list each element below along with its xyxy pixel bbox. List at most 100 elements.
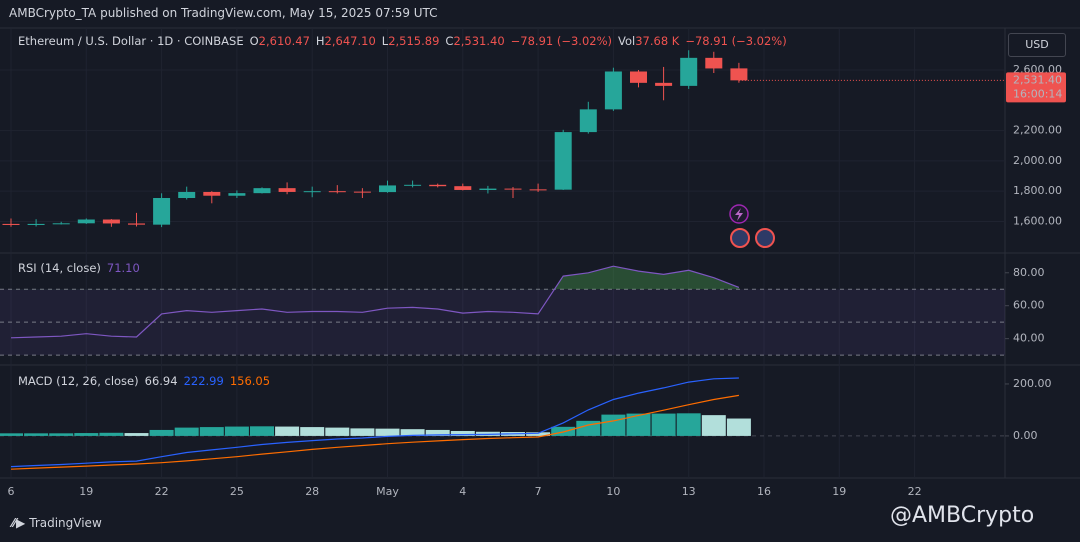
x-tick-label: 4 xyxy=(459,485,466,498)
ohlc-value: 2,647.10 xyxy=(324,34,376,48)
event-icon xyxy=(735,208,743,221)
watermark: @AMBCrypto xyxy=(890,503,1035,528)
candle-body xyxy=(303,191,321,193)
brand-text: TradingView xyxy=(29,516,102,530)
candle-body xyxy=(228,193,246,196)
candle-body xyxy=(203,191,221,196)
macd-title: MACD (12, 26, close) xyxy=(18,374,139,388)
candle-body xyxy=(579,109,597,133)
histogram-bar xyxy=(325,427,350,436)
candle-body xyxy=(454,186,472,190)
x-tick-label: 22 xyxy=(908,485,922,498)
ohlc-key: H xyxy=(315,34,325,48)
ohlc-value: 2,531.40 xyxy=(453,34,505,48)
histogram-bar xyxy=(0,433,23,436)
histogram-bar xyxy=(626,413,651,436)
histogram-bar xyxy=(124,433,149,436)
signal-value: 156.05 xyxy=(229,374,271,388)
event-icons xyxy=(729,204,775,248)
y-tick-label: 80.00 xyxy=(1013,266,1045,279)
histogram-bar xyxy=(651,413,676,436)
rsi-title: RSI (14, close) xyxy=(18,261,101,275)
candle-body xyxy=(128,223,145,225)
macd-legend: MACD (12, 26, close) 66.94 222.99 156.05 xyxy=(18,374,276,388)
x-tick-label: 22 xyxy=(155,485,169,498)
panes xyxy=(0,27,1080,479)
y-tick-label: 200.00 xyxy=(1013,377,1052,390)
histogram-bar xyxy=(726,418,751,436)
candle-body xyxy=(554,132,572,190)
currency-button[interactable]: USD xyxy=(1008,33,1066,57)
histogram-bar xyxy=(551,426,576,436)
histogram-bar xyxy=(701,415,726,436)
y-tick-label: 40.00 xyxy=(1013,332,1045,345)
histogram-bar xyxy=(375,428,400,436)
histogram-bar xyxy=(250,426,274,436)
candle-body xyxy=(680,57,698,86)
x-tick-label: 19 xyxy=(832,485,846,498)
candle-body xyxy=(504,188,522,190)
candle-body xyxy=(479,188,497,190)
candle-body xyxy=(404,184,422,186)
candle-body xyxy=(379,185,396,193)
candle-body xyxy=(328,191,346,193)
x-tick-label: 25 xyxy=(230,485,244,498)
volume-value: 37.68 K xyxy=(635,34,680,48)
candle-body xyxy=(178,191,196,198)
histogram-bar xyxy=(24,433,49,436)
candle-body xyxy=(604,71,622,110)
x-tick-label: 19 xyxy=(79,485,93,498)
legend: Ethereum / U.S. Dollar · 1D · COINBASE O 2… xyxy=(18,34,787,48)
x-tick-label: 13 xyxy=(682,485,696,498)
rsi-value: 71.10 xyxy=(106,261,140,275)
histogram-bar xyxy=(425,429,450,436)
x-tick-label: May xyxy=(376,485,399,498)
histogram-bar xyxy=(300,427,325,436)
rsi-line xyxy=(10,265,740,339)
histogram-bar xyxy=(601,414,626,436)
histogram-bar xyxy=(199,427,224,436)
overbought-fill xyxy=(11,266,739,290)
change: −78.91 (−3.02%) xyxy=(510,34,613,48)
histogram-bar xyxy=(275,426,300,436)
x-tick-label: 10 xyxy=(606,485,620,498)
y-tick-label: 1,800.00 xyxy=(1013,184,1062,197)
histogram-bar xyxy=(149,429,174,436)
rsi-legend: RSI (14, close) 71.10 xyxy=(18,261,146,275)
ohlc-key: O xyxy=(249,34,259,48)
candle-body xyxy=(153,198,171,225)
y-tick-label: 2,000.00 xyxy=(1013,154,1062,167)
hist-value: 66.94 xyxy=(144,374,178,388)
candle-body xyxy=(278,188,296,192)
symbol-title: Ethereum / U.S. Dollar · 1D · COINBASE xyxy=(18,34,244,48)
macd-line xyxy=(10,377,739,468)
grid xyxy=(0,28,1005,478)
histogram-bar xyxy=(400,429,425,436)
histogram-bar xyxy=(224,426,249,436)
ohlc-value: 2,515.89 xyxy=(388,34,440,48)
signal-line xyxy=(10,394,739,470)
histogram-bar xyxy=(526,432,551,436)
candle-body xyxy=(630,71,647,83)
last-price-box xyxy=(1006,72,1066,103)
candle-body xyxy=(2,223,20,225)
volume-key: Vol xyxy=(618,34,636,48)
candle-body xyxy=(102,219,120,224)
candle-body xyxy=(529,189,547,191)
macd-value: 222.99 xyxy=(183,374,224,388)
candle-body xyxy=(27,223,45,225)
candle-body xyxy=(77,219,95,224)
candle-body xyxy=(52,223,70,225)
candle-body xyxy=(655,82,673,86)
y-tick-label: 0.00 xyxy=(1013,429,1038,442)
x-tick-label: 16 xyxy=(757,485,771,498)
candle-body xyxy=(253,188,271,194)
candle-body xyxy=(705,57,723,69)
event-icon xyxy=(730,228,750,248)
event-icon xyxy=(755,228,775,248)
candle-body xyxy=(353,191,371,193)
x-tick-label: 7 xyxy=(535,485,542,498)
histogram-bar xyxy=(676,413,701,436)
countdown-label: 16:00:14 xyxy=(1013,87,1062,100)
